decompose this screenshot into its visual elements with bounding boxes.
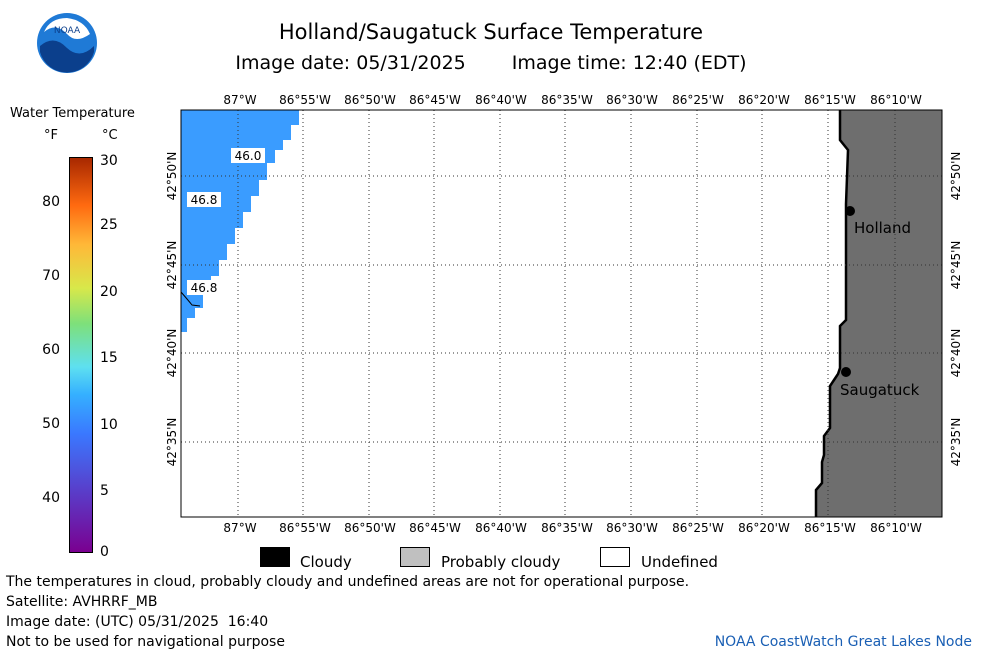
lon-label: 86°55'W bbox=[279, 93, 331, 107]
c-tick: 25 bbox=[100, 217, 118, 233]
probably-cloudy-label: Probably cloudy bbox=[441, 553, 561, 571]
map-title: Holland/Saugatuck Surface Temperature bbox=[278, 20, 704, 44]
lon-label: 86°20'W bbox=[738, 521, 790, 535]
temp-label: 46.8 bbox=[191, 281, 218, 295]
lon-label: 86°25'W bbox=[672, 521, 724, 535]
f-tick: 60 bbox=[42, 342, 60, 358]
temperature-map: 46.0 46.8 46.8 Holland Saugatuck 87°W 86… bbox=[165, 93, 963, 535]
lon-label: 86°40'W bbox=[475, 521, 527, 535]
water-contour bbox=[180, 291, 201, 307]
lat-label: 42°50'N bbox=[165, 152, 179, 201]
image-date: Image date: 05/31/2025 bbox=[235, 52, 466, 74]
f-tick: 50 bbox=[42, 416, 60, 432]
lon-label: 87°W bbox=[223, 93, 256, 107]
lon-label: 86°50'W bbox=[344, 93, 396, 107]
lon-label: 86°15'W bbox=[804, 521, 856, 535]
credit-text: NOAA CoastWatch Great Lakes Node bbox=[714, 634, 972, 650]
unit-fahrenheit: °F bbox=[44, 128, 58, 143]
undefined-swatch bbox=[600, 547, 630, 567]
temperature-colorbar bbox=[69, 157, 93, 553]
water-area bbox=[181, 110, 299, 332]
place-label-saugatuck: Saugatuck bbox=[840, 381, 920, 399]
f-tick: 70 bbox=[42, 268, 60, 284]
satellite-info: Satellite: AVHRRF_MB bbox=[6, 594, 158, 610]
lon-label: 86°10'W bbox=[870, 521, 922, 535]
logo-text: NOAA bbox=[54, 26, 81, 36]
coastline bbox=[814, 110, 850, 517]
c-tick: 0 bbox=[100, 544, 109, 560]
lon-label: 86°40'W bbox=[475, 93, 527, 107]
lat-label: 42°35'N bbox=[949, 418, 963, 467]
lon-labels-top: 87°W 86°55'W 86°50'W 86°45'W 86°40'W 86°… bbox=[223, 93, 922, 107]
lon-label: 86°30'W bbox=[606, 521, 658, 535]
c-tick: 20 bbox=[100, 284, 118, 300]
utc-date: Image date: (UTC) 05/31/2025 16:40 bbox=[6, 614, 269, 630]
lon-label: 86°55'W bbox=[279, 521, 331, 535]
f-tick: 80 bbox=[42, 194, 60, 210]
legend-title: Water Temperature bbox=[10, 106, 135, 121]
image-time: Image time: 12:40 (EDT) bbox=[511, 52, 747, 74]
lon-label: 86°50'W bbox=[344, 521, 396, 535]
noaa-logo: NOAA bbox=[37, 13, 97, 73]
c-tick: 30 bbox=[100, 153, 118, 169]
lon-label: 86°10'W bbox=[870, 93, 922, 107]
lat-label: 42°45'N bbox=[165, 241, 179, 290]
c-tick: 15 bbox=[100, 350, 118, 366]
lon-label: 87°W bbox=[223, 521, 256, 535]
c-tick: 10 bbox=[100, 417, 118, 433]
lon-label: 86°20'W bbox=[738, 93, 790, 107]
lat-label: 42°40'N bbox=[165, 329, 179, 378]
lon-label: 86°15'W bbox=[804, 93, 856, 107]
lon-labels-bottom: 87°W 86°55'W 86°50'W 86°45'W 86°40'W 86°… bbox=[223, 521, 922, 535]
map-subtitle: Image date: 05/31/2025 Image time: 12:40… bbox=[0, 52, 982, 74]
lat-label: 42°45'N bbox=[949, 241, 963, 290]
holland-marker bbox=[845, 206, 855, 216]
lon-label: 86°35'W bbox=[541, 93, 593, 107]
operational-note: The temperatures in cloud, probably clou… bbox=[6, 574, 690, 590]
probably-cloudy-swatch bbox=[400, 547, 430, 567]
f-tick: 40 bbox=[42, 490, 60, 506]
navigation-warning: Not to be used for navigational purpose bbox=[6, 634, 285, 650]
lat-labels-right: 42°50'N 42°45'N 42°40'N 42°35'N bbox=[949, 152, 963, 467]
saugatuck-marker bbox=[841, 367, 851, 377]
lat-label: 42°40'N bbox=[949, 329, 963, 378]
unit-celsius: °C bbox=[102, 128, 118, 143]
cloudy-label: Cloudy bbox=[300, 553, 352, 571]
lat-label: 42°50'N bbox=[949, 152, 963, 201]
lat-labels-left: 42°50'N 42°45'N 42°40'N 42°35'N bbox=[165, 152, 179, 467]
lon-label: 86°45'W bbox=[409, 93, 461, 107]
undefined-label: Undefined bbox=[641, 553, 718, 571]
lon-label: 86°30'W bbox=[606, 93, 658, 107]
graticule bbox=[181, 110, 942, 517]
lon-label: 86°35'W bbox=[541, 521, 593, 535]
c-tick: 5 bbox=[100, 483, 109, 499]
land-area bbox=[816, 110, 942, 517]
lat-label: 42°35'N bbox=[165, 418, 179, 467]
cloudy-swatch bbox=[260, 547, 290, 567]
temp-label: 46.0 bbox=[235, 149, 262, 163]
temp-label: 46.8 bbox=[191, 193, 218, 207]
lon-label: 86°25'W bbox=[672, 93, 724, 107]
place-label-holland: Holland bbox=[854, 219, 911, 237]
lon-label: 86°45'W bbox=[409, 521, 461, 535]
